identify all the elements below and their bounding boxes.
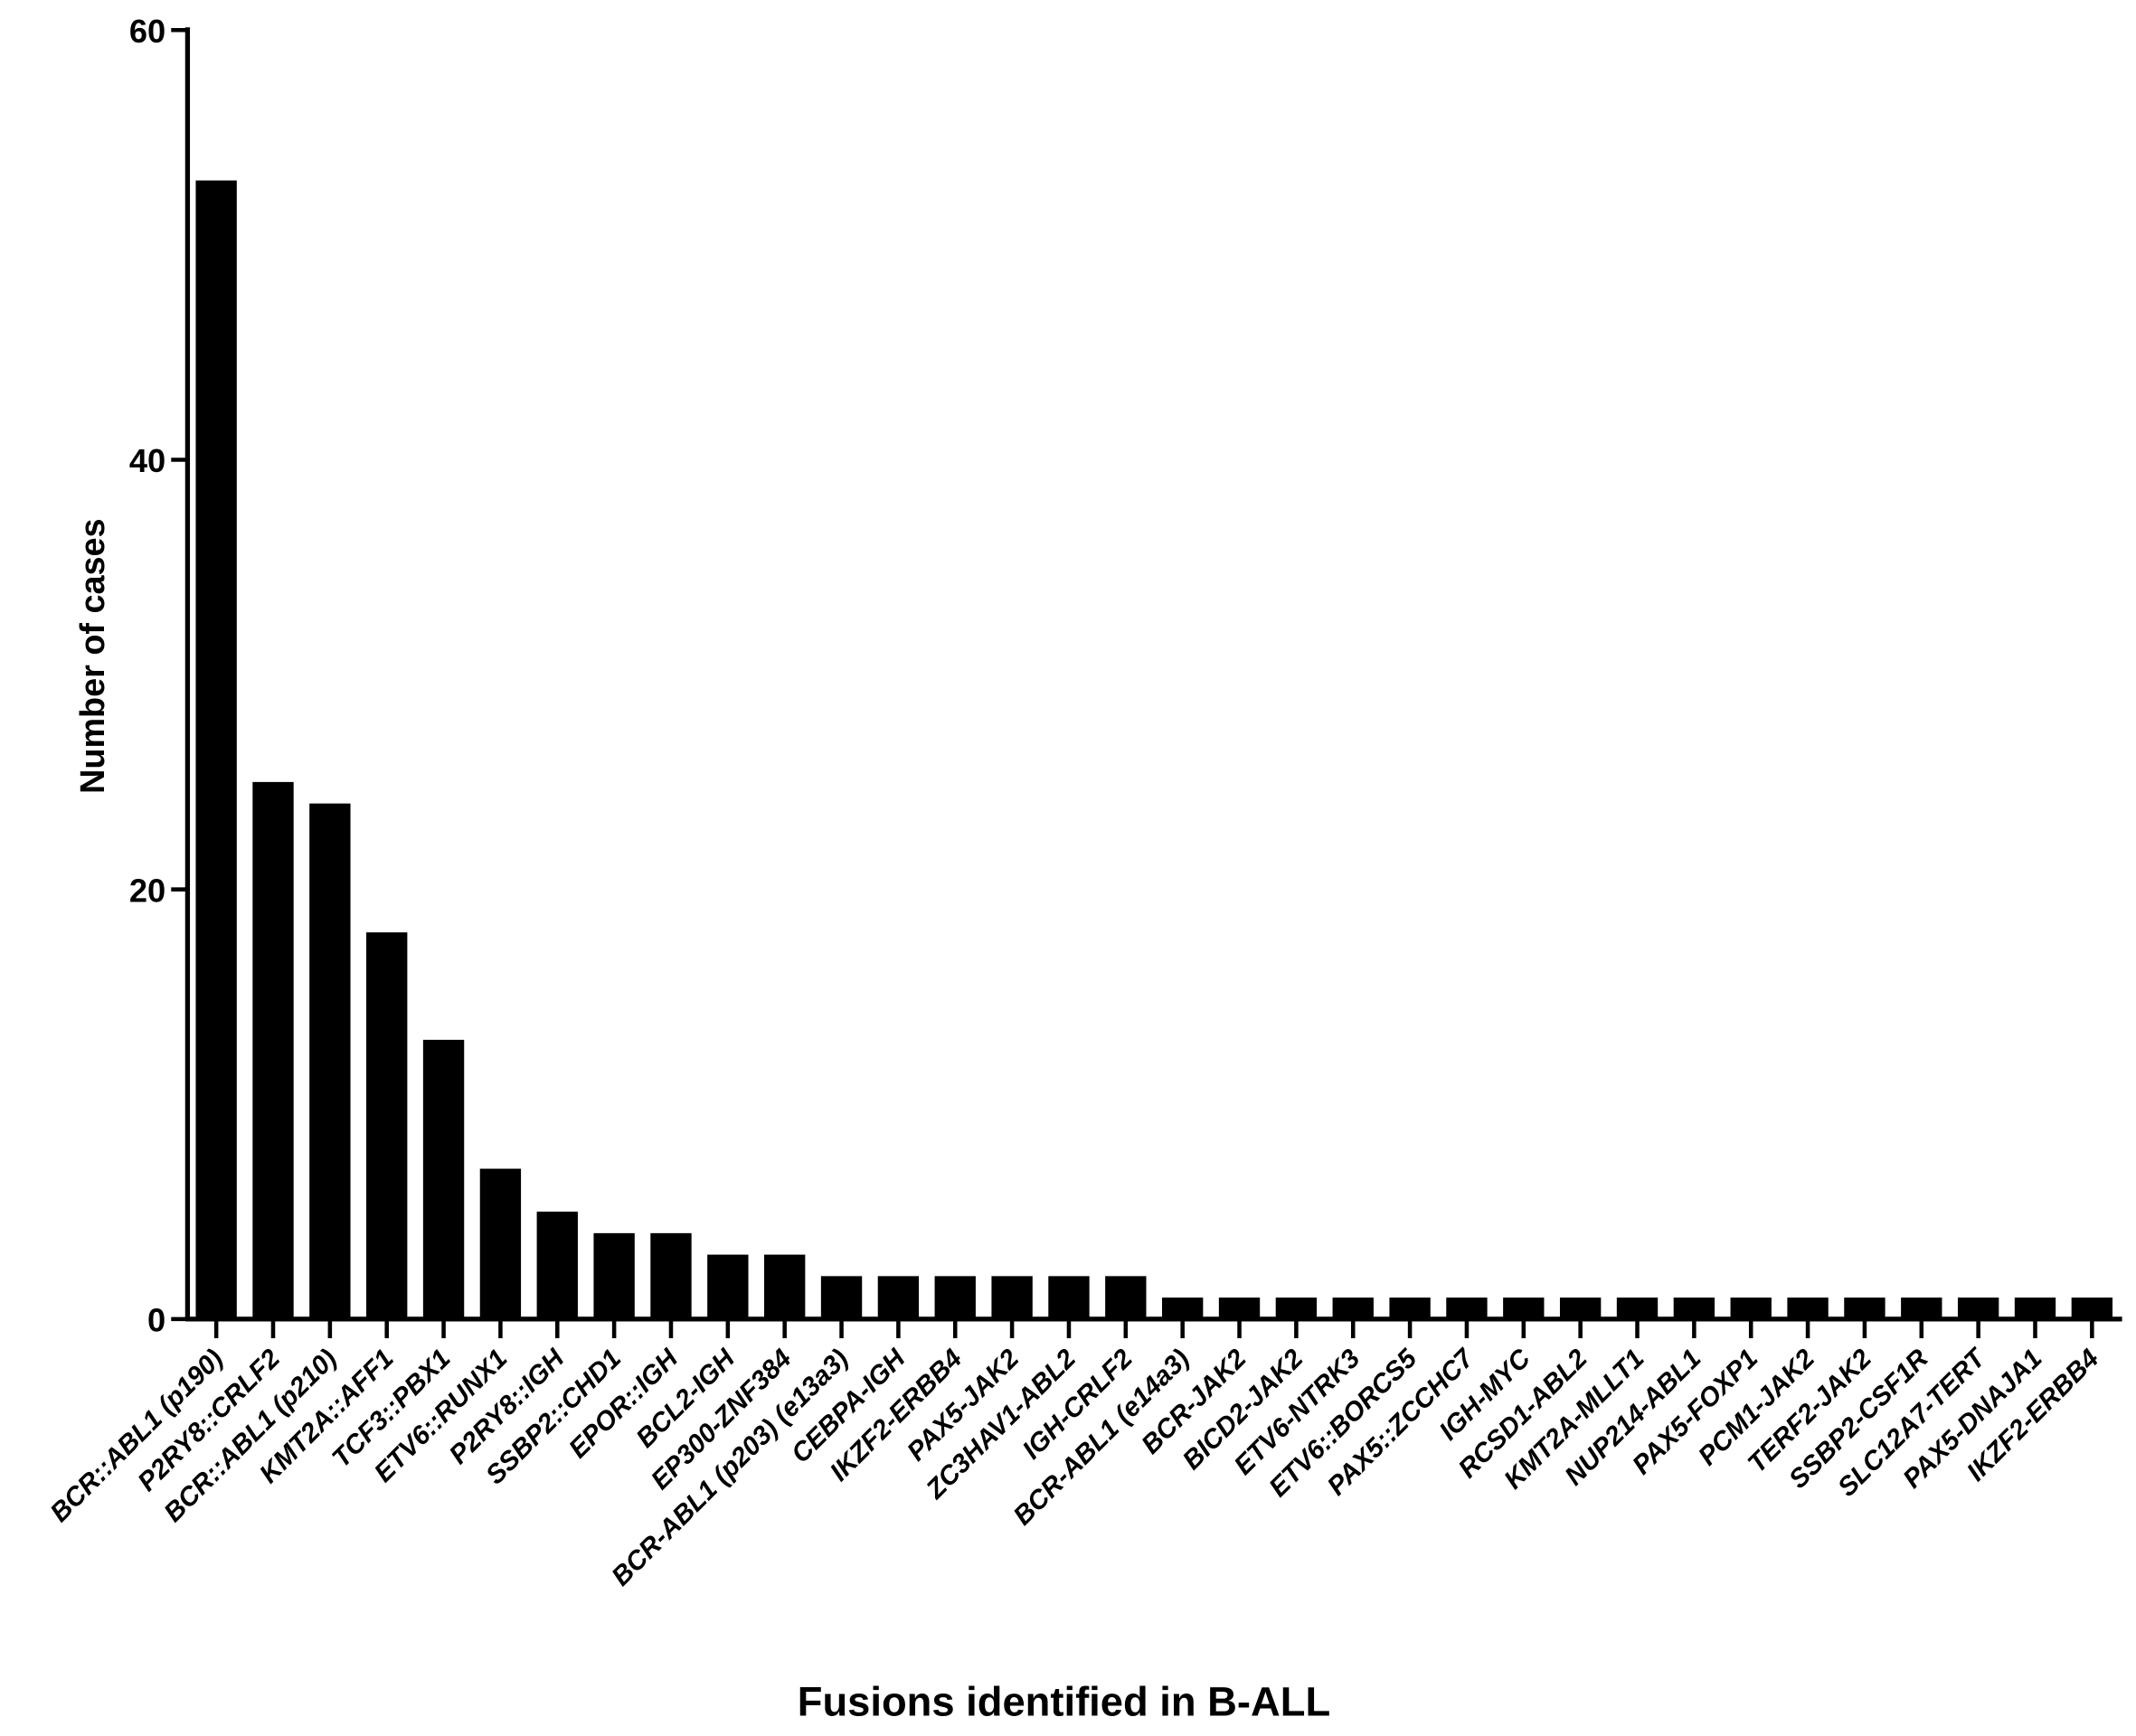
bar — [536, 1212, 578, 1319]
bar — [1161, 1297, 1204, 1319]
bar — [1730, 1297, 1772, 1319]
bar — [479, 1168, 522, 1319]
bar — [1503, 1297, 1545, 1319]
bar — [195, 180, 237, 1319]
y-axis-label: Number of cases — [74, 518, 112, 793]
bar — [1275, 1297, 1318, 1319]
bar — [252, 781, 294, 1319]
y-tick-label: 20 — [129, 872, 165, 909]
bar — [422, 1040, 465, 1319]
bar — [820, 1276, 863, 1319]
bar — [650, 1232, 692, 1319]
bar — [1673, 1297, 1715, 1319]
bar — [1332, 1297, 1374, 1319]
x-axis-label: Fusions identified in B-ALL — [798, 1678, 1330, 1724]
axes: 0 20 40 60 — [129, 13, 2122, 1339]
bar — [593, 1232, 635, 1319]
bar — [707, 1254, 749, 1319]
y-tick-label: 0 — [147, 1302, 165, 1339]
bar — [1048, 1276, 1090, 1319]
bar — [1389, 1297, 1431, 1319]
bar — [1616, 1297, 1659, 1319]
bar — [1559, 1297, 1602, 1319]
bar — [1957, 1297, 1999, 1319]
bar — [309, 803, 351, 1319]
bar — [1901, 1297, 1942, 1319]
y-tick-label: 60 — [129, 13, 165, 50]
bar — [1218, 1297, 1261, 1319]
bar — [991, 1276, 1033, 1319]
bar — [2014, 1297, 2056, 1319]
bar — [877, 1276, 920, 1319]
bar — [366, 932, 408, 1319]
bar — [2071, 1297, 2113, 1319]
bar — [1446, 1297, 1488, 1319]
bars — [195, 180, 2113, 1319]
bar — [1787, 1297, 1829, 1319]
bar — [1105, 1276, 1147, 1319]
bar — [764, 1254, 806, 1319]
y-tick-label: 40 — [129, 442, 165, 479]
bar — [1844, 1297, 1886, 1319]
bar — [934, 1276, 976, 1319]
